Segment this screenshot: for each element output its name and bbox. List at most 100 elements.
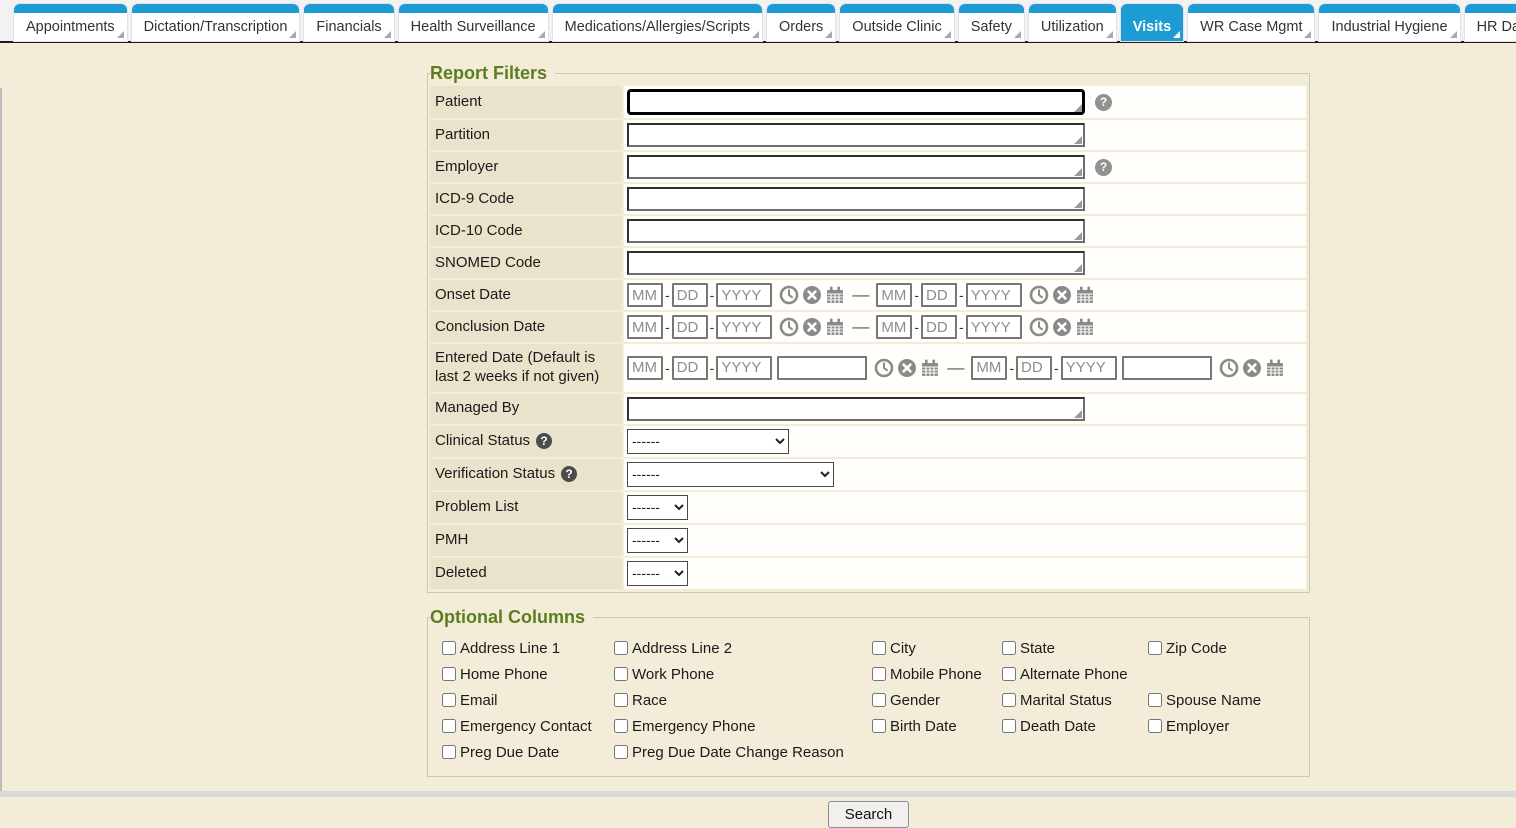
checkbox-input[interactable] bbox=[614, 719, 628, 733]
time-picker-icon[interactable] bbox=[1029, 317, 1049, 337]
checkbox-emergency-contact[interactable]: Emergency Contact bbox=[442, 718, 614, 735]
onset-to-year-input[interactable] bbox=[965, 283, 1022, 307]
clear-date-icon[interactable] bbox=[802, 317, 823, 337]
snomed-input[interactable] bbox=[627, 251, 1085, 275]
clear-date-icon[interactable] bbox=[1051, 317, 1072, 337]
checkbox-input[interactable] bbox=[872, 667, 886, 681]
tab-dictation-transcription[interactable]: Dictation/Transcription bbox=[131, 4, 300, 41]
search-button[interactable]: Search bbox=[827, 800, 910, 828]
entered-to-day-input[interactable] bbox=[1016, 355, 1053, 380]
calendar-icon[interactable] bbox=[1075, 317, 1095, 337]
checkbox-marital-status[interactable]: Marital Status bbox=[1002, 692, 1148, 709]
pmh-select[interactable]: ------ bbox=[627, 527, 688, 553]
conclusion-to-month-input[interactable] bbox=[876, 315, 913, 339]
clinical-status-help-icon[interactable]: ? bbox=[536, 433, 553, 449]
tab-orders[interactable]: Orders bbox=[766, 4, 836, 41]
checkbox-input[interactable] bbox=[614, 745, 628, 759]
checkbox-input[interactable] bbox=[442, 693, 456, 707]
onset-from-day-input[interactable] bbox=[671, 283, 708, 307]
checkbox-input[interactable] bbox=[442, 667, 456, 681]
conclusion-from-year-input[interactable] bbox=[716, 315, 773, 339]
checkbox-work-phone[interactable]: Work Phone bbox=[614, 666, 872, 683]
checkbox-input[interactable] bbox=[1148, 641, 1162, 655]
clear-date-icon[interactable] bbox=[897, 357, 918, 378]
checkbox-input[interactable] bbox=[442, 719, 456, 733]
tab-safety[interactable]: Safety bbox=[958, 4, 1024, 41]
calendar-icon[interactable] bbox=[1265, 358, 1285, 378]
time-picker-icon[interactable] bbox=[1029, 285, 1049, 305]
checkbox-email[interactable]: Email bbox=[442, 692, 614, 709]
time-picker-icon[interactable] bbox=[1219, 358, 1239, 378]
checkbox-input[interactable] bbox=[614, 667, 628, 681]
checkbox-alternate-phone[interactable]: Alternate Phone bbox=[1002, 666, 1148, 683]
problem-list-select[interactable]: ------ bbox=[627, 494, 688, 520]
partition-input[interactable] bbox=[627, 123, 1085, 147]
clinical-status-select[interactable]: ------ bbox=[627, 428, 789, 454]
clear-date-icon[interactable] bbox=[802, 285, 823, 305]
checkbox-home-phone[interactable]: Home Phone bbox=[442, 666, 614, 683]
tab-outside-clinic[interactable]: Outside Clinic bbox=[840, 4, 954, 41]
checkbox-input[interactable] bbox=[872, 693, 886, 707]
calendar-icon[interactable] bbox=[825, 285, 845, 305]
checkbox-input[interactable] bbox=[1002, 693, 1016, 707]
time-picker-icon[interactable] bbox=[874, 358, 894, 378]
checkbox-input[interactable] bbox=[1148, 693, 1162, 707]
tab-hr-data-feed[interactable]: HR Data Feed bbox=[1464, 4, 1516, 41]
verification-status-help-icon[interactable]: ? bbox=[561, 466, 578, 482]
checkbox-employer[interactable]: Employer bbox=[1148, 718, 1304, 735]
tab-industrial-hygiene[interactable]: Industrial Hygiene bbox=[1319, 4, 1460, 41]
checkbox-input[interactable] bbox=[442, 641, 456, 655]
icd10-input[interactable] bbox=[627, 219, 1085, 243]
onset-to-month-input[interactable] bbox=[876, 283, 913, 307]
conclusion-from-day-input[interactable] bbox=[671, 315, 708, 339]
bottom-scrollbar-strip[interactable] bbox=[0, 791, 1516, 797]
deleted-select[interactable]: ------ bbox=[627, 560, 688, 586]
checkbox-input[interactable] bbox=[872, 641, 886, 655]
icd9-input[interactable] bbox=[627, 187, 1085, 211]
checkbox-input[interactable] bbox=[442, 745, 456, 759]
checkbox-input[interactable] bbox=[1002, 719, 1016, 733]
checkbox-input[interactable] bbox=[614, 641, 628, 655]
time-picker-icon[interactable] bbox=[779, 317, 799, 337]
checkbox-mobile-phone[interactable]: Mobile Phone bbox=[872, 666, 1002, 683]
tab-wr-case-mgmt[interactable]: WR Case Mgmt bbox=[1188, 4, 1315, 41]
tab-appointments[interactable]: Appointments bbox=[14, 4, 127, 41]
checkbox-input[interactable] bbox=[1002, 641, 1016, 655]
clear-date-icon[interactable] bbox=[1241, 357, 1262, 378]
conclusion-from-month-input[interactable] bbox=[627, 315, 663, 339]
managed-by-input[interactable] bbox=[627, 396, 1085, 421]
checkbox-race[interactable]: Race bbox=[614, 692, 872, 709]
clear-date-icon[interactable] bbox=[1051, 285, 1072, 305]
employer-help-icon[interactable]: ? bbox=[1095, 158, 1112, 176]
entered-to-month-input[interactable] bbox=[971, 355, 1008, 380]
onset-to-day-input[interactable] bbox=[921, 283, 958, 307]
checkbox-preg-due-date[interactable]: Preg Due Date bbox=[442, 744, 614, 761]
onset-from-month-input[interactable] bbox=[627, 283, 663, 307]
time-picker-icon[interactable] bbox=[779, 285, 799, 305]
checkbox-preg-due-date-change-reason[interactable]: Preg Due Date Change Reason bbox=[614, 744, 872, 761]
checkbox-emergency-phone[interactable]: Emergency Phone bbox=[614, 718, 872, 735]
tab-medications-allergies-scripts[interactable]: Medications/Allergies/Scripts bbox=[552, 4, 762, 41]
checkbox-state[interactable]: State bbox=[1002, 640, 1148, 657]
entered-from-month-input[interactable] bbox=[627, 355, 663, 380]
calendar-icon[interactable] bbox=[825, 317, 845, 337]
entered-to-time-input[interactable] bbox=[1121, 355, 1212, 380]
calendar-icon[interactable] bbox=[920, 358, 940, 378]
checkbox-zip-code[interactable]: Zip Code bbox=[1148, 640, 1304, 657]
tab-health-surveillance[interactable]: Health Surveillance bbox=[398, 4, 548, 41]
conclusion-to-year-input[interactable] bbox=[965, 315, 1022, 339]
checkbox-city[interactable]: City bbox=[872, 640, 1002, 657]
checkbox-address-line-2[interactable]: Address Line 2 bbox=[614, 640, 872, 657]
tab-visits[interactable]: Visits bbox=[1120, 4, 1184, 41]
entered-from-day-input[interactable] bbox=[671, 355, 708, 380]
calendar-icon[interactable] bbox=[1075, 285, 1095, 305]
entered-to-year-input[interactable] bbox=[1060, 355, 1117, 380]
patient-input[interactable] bbox=[627, 89, 1085, 115]
checkbox-input[interactable] bbox=[614, 693, 628, 707]
patient-help-icon[interactable]: ? bbox=[1095, 93, 1112, 111]
onset-from-year-input[interactable] bbox=[716, 283, 773, 307]
checkbox-gender[interactable]: Gender bbox=[872, 692, 1002, 709]
checkbox-input[interactable] bbox=[1148, 719, 1162, 733]
employer-input[interactable] bbox=[627, 155, 1085, 179]
entered-from-year-input[interactable] bbox=[716, 355, 773, 380]
